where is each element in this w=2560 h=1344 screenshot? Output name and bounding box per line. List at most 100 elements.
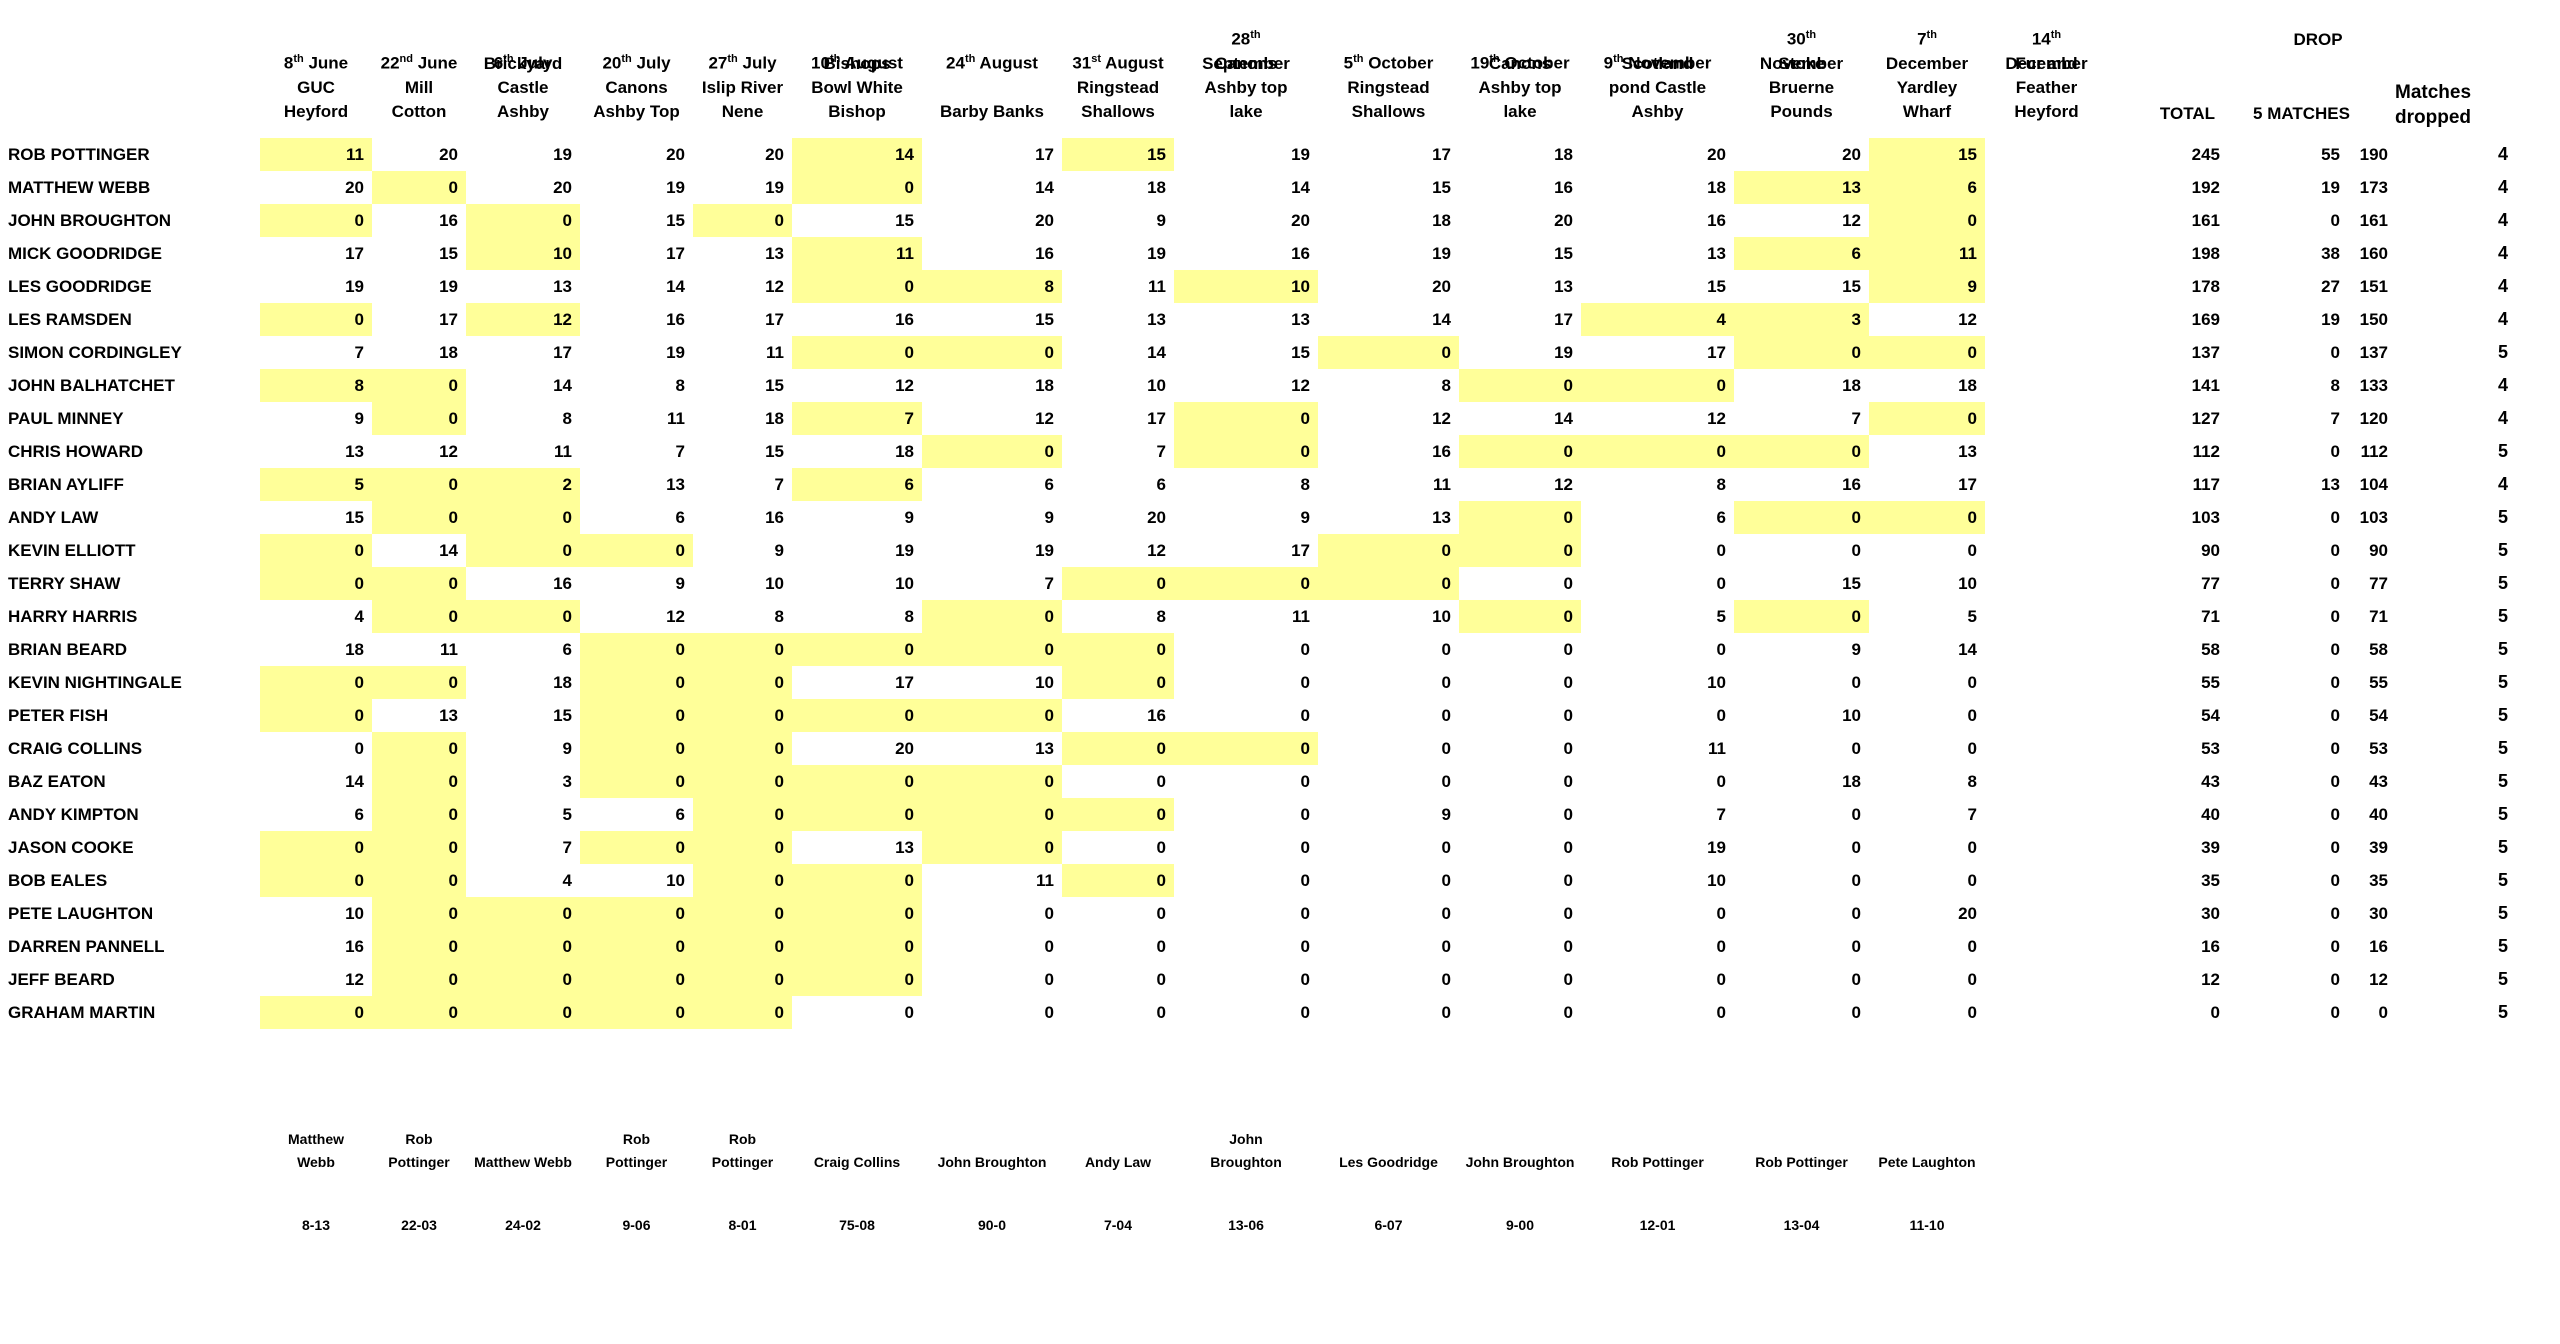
player-name: CHRIS HOWARD — [8, 442, 144, 461]
score-cell-dropped: 0 — [922, 435, 1062, 468]
score-cell: 0 — [1716, 1003, 1726, 1022]
score-cell: 17 — [895, 673, 914, 692]
match-winner-score: 6-07 — [1374, 1217, 1403, 1233]
match-venue: Stoke Bruerne Pounds — [1768, 54, 1835, 121]
drop-score-cell: 0 — [2330, 343, 2340, 362]
five-matches-header: 5 MATCHES — [2253, 104, 2350, 123]
score-cell-dropped: 0 — [372, 765, 466, 798]
score-cell-dropped: 0 — [260, 567, 372, 600]
score-cell: 17 — [1291, 541, 1310, 560]
match-winner-scores-row: 8-13 22-03 24-02 9-06 8-01 75-08 90-0 7-04 13-06… — [0, 1212, 2560, 1238]
score-cell: 15 — [553, 706, 572, 725]
score-cell: 12 — [1554, 475, 1573, 494]
score-cell-dropped: 10 — [1174, 270, 1318, 303]
score-cell-dropped: 0 — [1581, 369, 1734, 402]
score-cell-dropped: 0 — [1062, 633, 1174, 666]
score-cell: 0 — [354, 739, 364, 758]
score-cell: 0 — [1563, 706, 1573, 725]
score-cell: 13 — [1291, 310, 1310, 329]
drop-score-cell: 13 — [2321, 475, 2340, 494]
match-winner-name: John Broughton — [1465, 1154, 1575, 1170]
score-cell: 17 — [345, 244, 364, 263]
player-row: GRAHAM MARTIN 0 0 0 0 0 0 0 0 0 0 0 0 0 0 0 0 0 5 — [0, 996, 2560, 1029]
score-cell-dropped: 0 — [372, 666, 466, 699]
score-cell-dropped: 0 — [693, 930, 792, 963]
match-venue: GUC Heyford — [283, 78, 349, 121]
score-cell-dropped: 0 — [372, 369, 466, 402]
total-cell: 16 — [2201, 937, 2220, 956]
matches-dropped-cell: 5 — [2497, 705, 2508, 725]
score-cell-dropped: 0 — [580, 996, 693, 1029]
score-cell-dropped: 0 — [372, 468, 466, 501]
score-cell: 13 — [765, 244, 784, 263]
match-header-14: 7th December Yardley Wharf — [1869, 0, 1985, 138]
score-cell: 13 — [345, 442, 364, 461]
score-cell: 6 — [675, 508, 685, 527]
score-cell: 19 — [553, 145, 572, 164]
score-cell-dropped: 0 — [693, 996, 792, 1029]
header-row: 8th June GUC Heyford 22nd June Mill Cotton 6th… — [0, 0, 2560, 138]
score-cell: 8 — [1300, 475, 1310, 494]
winner-scores-spacer-cell — [0, 1212, 260, 1238]
match-winner-name: John Broughton — [1210, 1131, 1282, 1170]
player-row: KEVIN ELLIOTT 0 14 0 0 9 19 19 12 17 0 0 0 0 0 90 0 90 5 — [0, 534, 2560, 567]
match-winner-name: Les Goodridge — [1339, 1154, 1438, 1170]
best-score-cell: 40 — [2369, 805, 2388, 824]
match-venue: Yardley Wharf — [1896, 78, 1958, 121]
score-cell-dropped: 0 — [1869, 402, 1985, 435]
score-cell: 0 — [1716, 541, 1726, 560]
score-cell: 11 — [766, 343, 784, 362]
score-cell-dropped: 0 — [693, 831, 792, 864]
score-cell: 13 — [895, 838, 914, 857]
score-cell-dropped: 0 — [1318, 534, 1459, 567]
score-cell: 0 — [1441, 706, 1451, 725]
total-cell: 55 — [2201, 673, 2220, 692]
score-cell: 0 — [1563, 574, 1573, 593]
score-cell: 0 — [1044, 1003, 1054, 1022]
score-cell: 15 — [765, 376, 784, 395]
score-cell: 20 — [1554, 211, 1573, 230]
player-name: JASON COOKE — [8, 838, 134, 857]
empty-cell — [1985, 798, 2108, 831]
score-cell-dropped: 0 — [693, 666, 792, 699]
score-cell: 18 — [1035, 376, 1054, 395]
matches-dropped-cell: 5 — [2497, 507, 2508, 527]
player-name: BRIAN AYLIFF — [8, 475, 124, 494]
score-cell: 20 — [1147, 508, 1166, 527]
score-cell-dropped: 12 — [466, 303, 580, 336]
score-cell: 0 — [904, 1003, 914, 1022]
total-cell: 30 — [2201, 904, 2220, 923]
score-cell: 20 — [1842, 145, 1861, 164]
total-cell: 77 — [2201, 574, 2220, 593]
score-cell: 10 — [765, 574, 784, 593]
score-cell: 0 — [1563, 871, 1573, 890]
score-cell: 16 — [439, 211, 458, 230]
score-cell: 15 — [1554, 244, 1573, 263]
match-venue: Canons Ashby Top — [593, 78, 680, 121]
score-cell-dropped: 0 — [372, 996, 466, 1029]
score-cell-dropped: 0 — [580, 732, 693, 765]
player-name: HARRY HARRIS — [8, 607, 138, 626]
score-cell: 0 — [1300, 673, 1310, 692]
score-cell-dropped: 0 — [1062, 798, 1174, 831]
score-cell: 15 — [1035, 310, 1054, 329]
match-winner-name: Rob Pottinger — [605, 1131, 668, 1170]
score-cell: 0 — [1300, 937, 1310, 956]
score-cell-dropped: 0 — [1869, 501, 1985, 534]
player-name: TERRY SHAW — [8, 574, 121, 593]
score-cell: 0 — [1156, 772, 1166, 791]
match-header-8: 31st August Ringstead Shallows — [1062, 0, 1174, 138]
score-cell: 12 — [1035, 409, 1054, 428]
score-cell-dropped: 0 — [372, 897, 466, 930]
player-name: JEFF BEARD — [8, 970, 115, 989]
player-row: BRIAN AYLIFF 5 0 2 13 7 6 6 6 8 11 12 8 16 17 117 13 104 4 — [0, 468, 2560, 501]
match-date: 28th September — [1202, 29, 1290, 73]
match-winner-score: 24-02 — [505, 1217, 541, 1233]
score-cell: 12 — [1707, 409, 1726, 428]
score-cell: 20 — [895, 739, 914, 758]
total-cell: 53 — [2201, 739, 2220, 758]
score-cell: 11 — [1433, 475, 1451, 494]
empty-cell — [1985, 963, 2108, 996]
score-cell: 19 — [1554, 343, 1573, 362]
match-winner-name: Andy Law — [1084, 1154, 1152, 1170]
